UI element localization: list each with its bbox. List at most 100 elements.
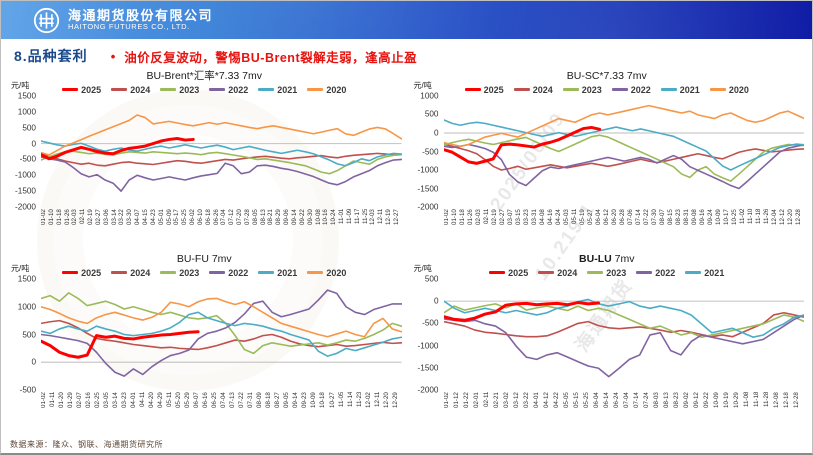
chart-title-text: BU-FU 7mv (176, 253, 232, 265)
series-line-2021 (444, 120, 805, 170)
legend-swatch (258, 88, 275, 91)
legend-label: 2021 (277, 267, 298, 278)
legend-item-2020: 2020 (307, 268, 346, 278)
haitong-logo-icon (33, 7, 60, 33)
y-axis-unit-label: 元/吨 (11, 81, 30, 90)
series-line-2022 (444, 315, 805, 377)
y-tick-label: 500 (424, 109, 439, 119)
y-tick-label: -2000 (417, 202, 439, 212)
plot-area (444, 96, 805, 207)
legend-label: 2020 (728, 84, 749, 95)
series-line-2022 (41, 157, 402, 191)
x-axis: 01-02 01-10 01-18 01-26 02-03 02-11 02-19 02-27… (41, 207, 402, 250)
legend-swatch (209, 271, 226, 274)
y-tick-label: 1000 (420, 91, 439, 101)
y-tick-label: 1000 (17, 302, 36, 312)
series-line-2023 (41, 293, 402, 353)
series-line-2020 (444, 106, 805, 147)
legend-label: 2021 (277, 84, 298, 95)
y-tick-label: 1500 (17, 91, 36, 101)
section-title: 8.品种套利 (14, 48, 88, 64)
legend-swatch (538, 271, 555, 274)
x-tick-label: 12-29 (391, 392, 399, 408)
legend-label: 2022 (228, 267, 249, 278)
legend-label: 2025 (508, 267, 529, 278)
series-line-2023 (41, 151, 402, 174)
legend-swatch (709, 88, 726, 91)
legend-item-2025: 2025 (62, 85, 101, 95)
y-tick-label: 500 (424, 274, 439, 284)
legend-label: 2024 (130, 84, 151, 95)
y-tick-label: -1500 (417, 184, 439, 193)
company-name-block: 海通期货股份有限公司 HAITONG FUTURES CO., LTD. (68, 9, 213, 32)
legend-item-2023: 2023 (587, 268, 626, 278)
series-line-2024 (41, 321, 402, 350)
y-tick-label: -1000 (15, 170, 36, 180)
series-line-2025 (444, 303, 599, 321)
chart-title-text: 7mv (611, 253, 635, 265)
legend-label: 2021 (704, 267, 725, 278)
series-line-2021 (41, 312, 402, 356)
plot-area (41, 96, 402, 207)
y-tick-label: -2000 (15, 202, 36, 212)
y-axis-unit-label: 元/吨 (413, 81, 432, 90)
legend-label: 2025 (483, 84, 504, 95)
legend-swatch (111, 88, 128, 91)
series-line-2024 (444, 313, 805, 337)
legend-item-2023: 2023 (160, 268, 199, 278)
legend-item-2022: 2022 (611, 85, 651, 95)
y-tick-label: -500 (19, 385, 36, 395)
legend-item-2022: 2022 (636, 268, 675, 278)
y-axis: 500 0 -500 -1000 -1500 -2000 (410, 275, 444, 395)
legend-swatch (660, 88, 677, 91)
series-line-2025 (41, 332, 198, 358)
bullet-marker: • (110, 48, 116, 64)
chart-legend: 2025 2024 2023 2022 2021 (410, 266, 805, 279)
legend-item-2023: 2023 (562, 85, 602, 95)
legend-swatch (587, 271, 604, 274)
x-axis: 01-02 01-11 01-20 01-29 02-07 02-16 02-25 03-05… (41, 390, 402, 433)
series-line-2025 (444, 127, 600, 163)
y-axis: 1500 1000 500 0 -500 (7, 275, 41, 395)
legend-swatch (160, 271, 177, 274)
company-name-en: HAITONG FUTURES CO., LTD. (68, 22, 190, 32)
series-line-2023 (444, 135, 805, 181)
y-axis: 1500 1000 500 0 -500 -1000 -1500 -2000 (7, 92, 41, 212)
y-tick-label: 0 (433, 128, 439, 138)
legend-swatch (562, 88, 579, 91)
y-tick-label: -1000 (417, 165, 439, 175)
legend-label: 2022 (228, 84, 249, 95)
legend-item-2021: 2021 (258, 268, 297, 278)
legend-swatch (307, 88, 324, 91)
series-line-2024 (41, 153, 402, 166)
charts-grid: 元/吨 BU-Brent*汇率*7.33 7mv 2025 2024 2023 202… (1, 67, 812, 433)
data-source-note: 数据来源：隆众、钢联、海通期货研究所 (10, 440, 163, 449)
x-axis: 01-02 01-12 01-22 02-01 02-11 02-21 03-02 03-12… (444, 390, 805, 433)
headline-text: 油价反复波动，警惕BU-Brent裂解走弱，逢高止盈 (124, 50, 418, 65)
x-tick-label: 12-28 (793, 392, 801, 408)
legend-swatch (489, 270, 506, 275)
legend-item-2024: 2024 (111, 85, 150, 95)
chart-legend: 2025 2024 2023 2022 2021 2020 (7, 83, 402, 96)
chart-title-text: BU-Brent*汇率*7.33 7mv (146, 70, 263, 82)
y-tick-label: 0 (433, 296, 439, 306)
y-tick-label: 0 (31, 139, 36, 149)
legend-swatch (160, 88, 177, 91)
legend-swatch (685, 271, 702, 274)
chart-title: BU-FU 7mv (7, 252, 402, 266)
chart-legend: 2025 2024 2023 2022 2021 2020 (410, 83, 805, 96)
legend-item-2020: 2020 (709, 84, 749, 95)
chart-title: BU-LU 7mv (410, 252, 805, 266)
chart-title-text: BU-SC*7.33 7mv (566, 70, 647, 82)
y-tick-label: -500 (422, 147, 439, 156)
y-tick-label: -500 (19, 154, 36, 164)
top-banner: 海通期货股份有限公司 HAITONG FUTURES CO., LTD. (1, 1, 812, 39)
series-line-2024 (444, 144, 805, 170)
legend-swatch (513, 88, 530, 91)
legend-item-2023: 2023 (160, 85, 199, 95)
legend-label: 2020 (326, 84, 347, 95)
x-tick-label: 12-28 (795, 209, 803, 225)
legend-swatch (611, 88, 628, 91)
legend-label: 2021 (679, 84, 700, 95)
